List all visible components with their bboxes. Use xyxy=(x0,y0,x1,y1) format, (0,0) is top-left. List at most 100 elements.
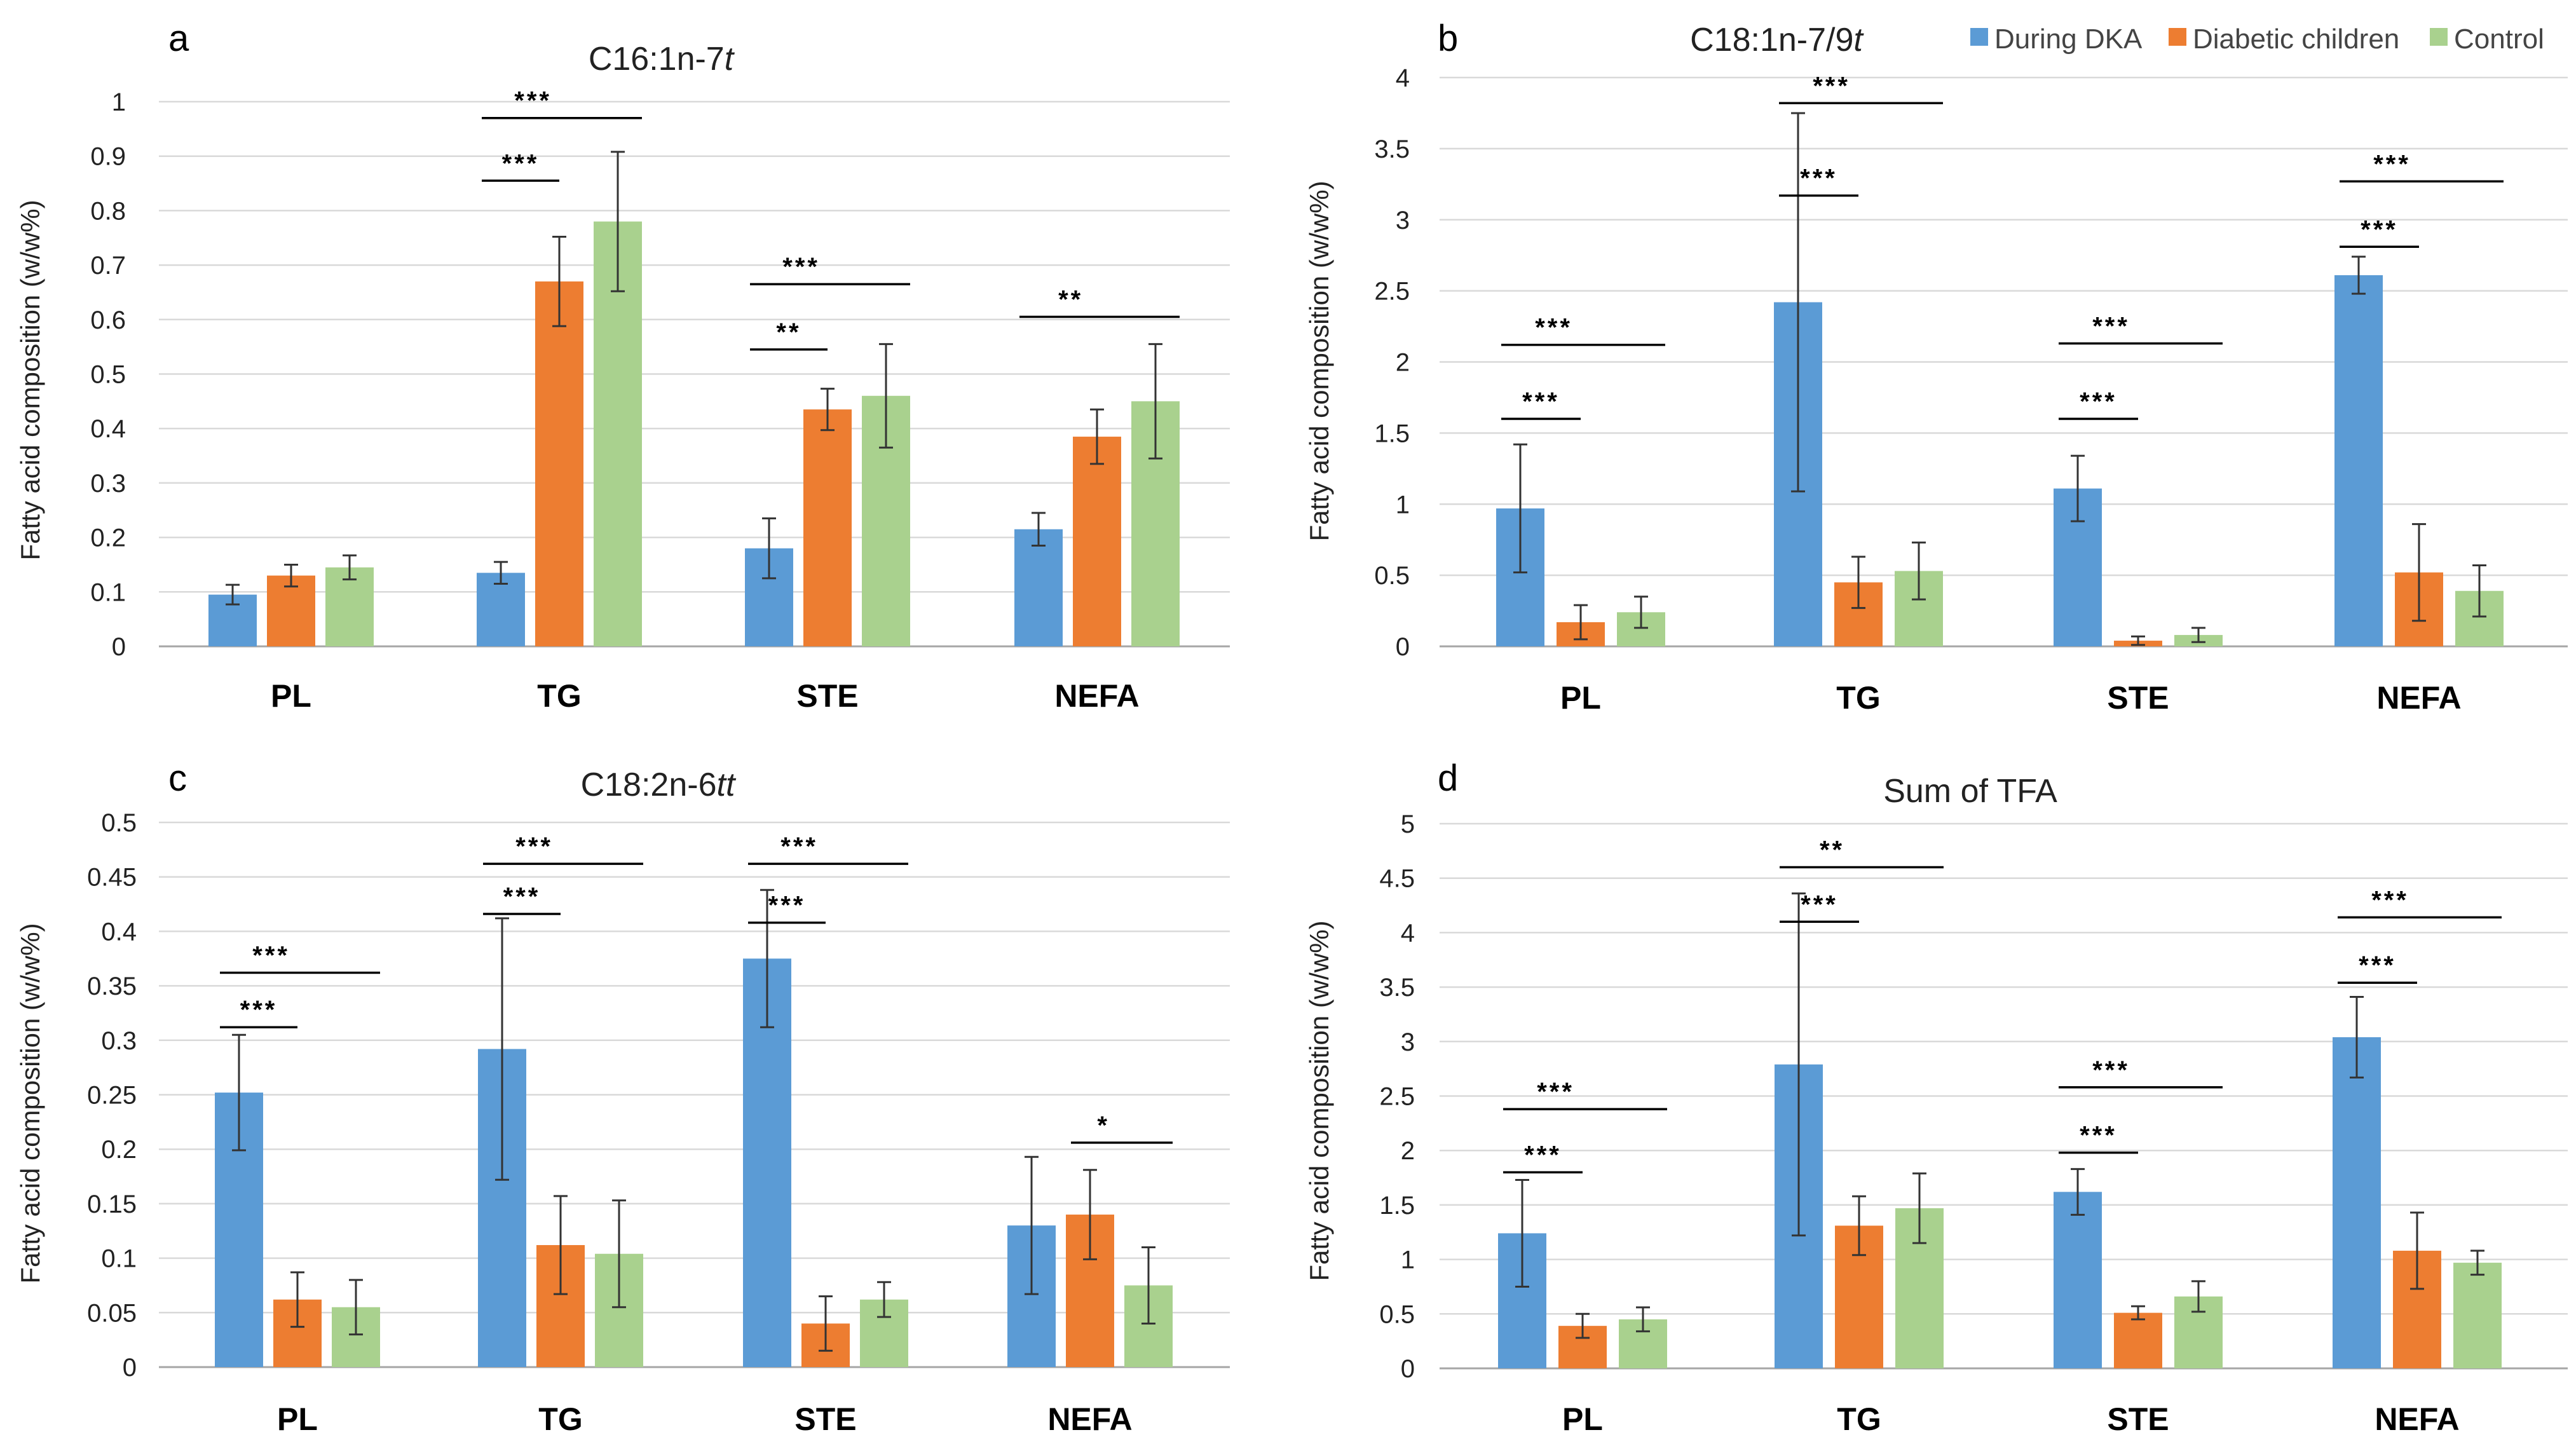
significance-marker: *** xyxy=(483,833,643,865)
x-category-label: PL xyxy=(271,678,311,714)
legend-swatch-control xyxy=(2430,28,2448,46)
error-bar xyxy=(2410,1211,2424,1290)
significance-marker: ** xyxy=(1019,286,1180,318)
error-bar xyxy=(2131,635,2145,646)
significance-marker: *** xyxy=(748,833,908,865)
y-tick-label: 0.5 xyxy=(101,809,137,837)
legend-swatch-during-dka xyxy=(1970,28,1988,46)
legend-swatch-diabetic-children xyxy=(2169,28,2186,46)
significance-marker: *** xyxy=(1501,388,1581,420)
significance-marker: *** xyxy=(1780,890,1859,923)
legend-label-during-dka: During DKA xyxy=(1994,24,2143,55)
x-category-label: TG xyxy=(1836,680,1880,716)
error-bar xyxy=(1636,1306,1650,1333)
y-tick-label: 0.25 xyxy=(87,1082,137,1110)
significance-label: *** xyxy=(1535,314,1572,342)
y-tick-label: 3 xyxy=(1401,1028,1415,1056)
significance-label: *** xyxy=(1800,165,1837,193)
y-tick-label: 5 xyxy=(1401,810,1415,838)
significance-label: *** xyxy=(502,149,540,177)
significance-marker: *** xyxy=(483,883,561,915)
legend: During DKA Diabetic children Control xyxy=(1970,24,2544,55)
error-bar xyxy=(2470,1250,2484,1276)
error-bar xyxy=(1083,1169,1097,1260)
y-tick-label: 0.7 xyxy=(90,252,126,280)
significance-label: *** xyxy=(2373,150,2411,178)
bar-ste-during-dka xyxy=(2054,1192,2102,1368)
y-tick-label: 1 xyxy=(1396,491,1410,519)
error-bar xyxy=(1025,1155,1039,1295)
error-bar xyxy=(1851,555,1865,610)
y-tick-label: 1 xyxy=(112,88,126,116)
bar-tg-control xyxy=(594,221,642,646)
x-category-label: NEFA xyxy=(2375,1401,2459,1437)
significance-marker: *** xyxy=(2340,215,2419,249)
bar-nefa-during-dka xyxy=(1014,529,1063,646)
significance-label: *** xyxy=(1524,1141,1562,1169)
significance-marker: *** xyxy=(2059,312,2223,345)
significance-label: * xyxy=(1097,1112,1110,1140)
significance-label: ** xyxy=(1058,286,1083,314)
bar-ste-diabetic-children xyxy=(803,409,852,646)
y-tick-label: 0.5 xyxy=(1379,1300,1415,1328)
significance-label: *** xyxy=(782,253,820,281)
legend-item-diabetic-children: Diabetic children xyxy=(2169,24,2399,55)
significance-marker: ** xyxy=(1780,836,1944,869)
bar-pl-control xyxy=(325,567,374,646)
error-bar xyxy=(2350,996,2364,1079)
panel-letter: a xyxy=(168,18,189,59)
error-bar xyxy=(760,889,774,1028)
y-tick-label: 0.1 xyxy=(90,578,126,606)
significance-marker: *** xyxy=(220,942,380,974)
error-bar xyxy=(2191,627,2205,643)
legend-item-during-dka: During DKA xyxy=(1970,24,2143,55)
error-bar xyxy=(877,1281,891,1318)
y-axis-label: Fatty acid composition (w/w%) xyxy=(15,200,45,560)
panel-title: C16:1n-7t xyxy=(589,41,735,78)
y-tick-label: 0 xyxy=(112,633,126,661)
significance-marker: *** xyxy=(748,892,826,924)
error-bar xyxy=(1513,443,1527,574)
y-tick-label: 0.1 xyxy=(101,1245,137,1273)
y-tick-label: 0.5 xyxy=(1374,562,1410,590)
error-bar xyxy=(1141,1246,1155,1325)
significance-label: *** xyxy=(515,833,553,861)
significance-label: *** xyxy=(2080,1122,2117,1150)
significance-label: *** xyxy=(2371,886,2409,914)
error-bar xyxy=(349,1279,363,1336)
y-tick-label: 0 xyxy=(123,1354,137,1382)
significance-label: *** xyxy=(2080,388,2117,416)
error-bar xyxy=(821,388,835,432)
bar-nefa-control xyxy=(2453,1262,2502,1368)
error-bar xyxy=(494,561,508,585)
error-bar xyxy=(495,917,509,1181)
error-bar xyxy=(1791,112,1805,493)
significance-marker: *** xyxy=(1501,314,1665,346)
error-bar xyxy=(1032,512,1046,547)
y-tick-label: 0.5 xyxy=(90,361,126,389)
error-bar xyxy=(1792,892,1806,1237)
y-tick-label: 0 xyxy=(1401,1355,1415,1383)
error-bar xyxy=(554,1195,568,1295)
significance-marker: *** xyxy=(482,149,559,182)
x-category-label: TG xyxy=(537,678,581,714)
panel-title: Sum of TFA xyxy=(1883,773,2057,810)
significance-label: *** xyxy=(2359,951,2396,979)
panel-title: C18:1n-7/9t xyxy=(1690,22,1864,58)
x-category-label: STE xyxy=(2107,1401,2169,1437)
significance-label: *** xyxy=(1537,1078,1574,1106)
significance-label: *** xyxy=(2361,215,2398,243)
error-bar xyxy=(1852,1195,1866,1257)
panel-letter: c xyxy=(168,758,187,799)
significance-marker: *** xyxy=(1779,165,1858,197)
error-bar xyxy=(1634,596,1648,629)
significance-label: ** xyxy=(1820,836,1844,864)
x-category-label: NEFA xyxy=(1047,1401,1132,1437)
x-category-label: STE xyxy=(794,1401,856,1437)
y-tick-label: 2 xyxy=(1401,1137,1415,1165)
y-tick-label: 3 xyxy=(1396,207,1410,235)
bar-nefa-during-dka xyxy=(2334,275,2383,646)
bar-tg-during-dka xyxy=(477,573,525,646)
significance-marker: ** xyxy=(750,318,828,351)
error-bar xyxy=(611,151,625,292)
